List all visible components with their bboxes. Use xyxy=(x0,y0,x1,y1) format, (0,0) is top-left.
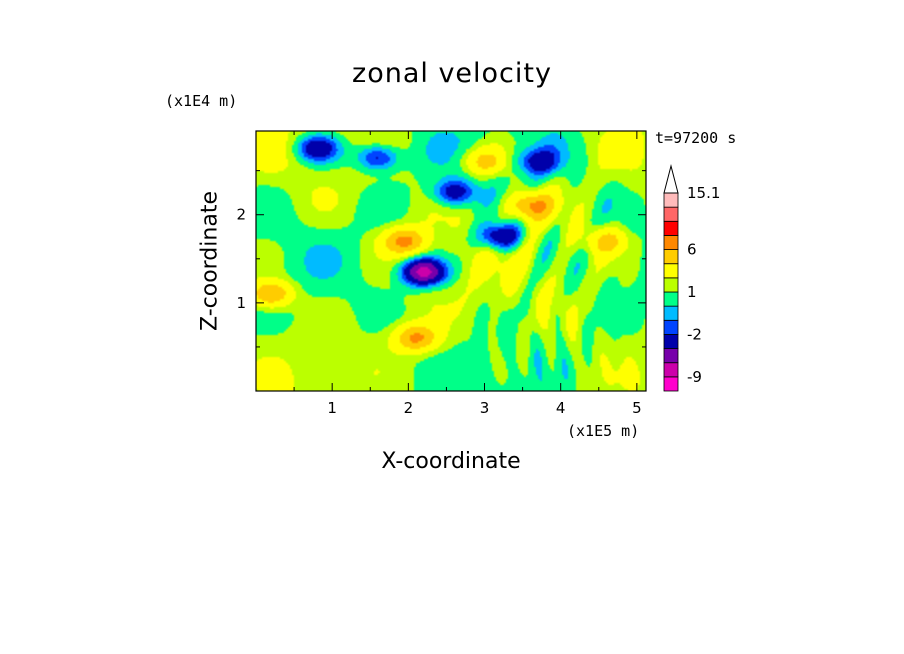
heatmap-field xyxy=(256,131,646,391)
y-tick-label: 1 xyxy=(236,294,246,312)
colorbar-segment xyxy=(663,277,679,293)
colorbar-segment xyxy=(663,362,679,378)
plot-frame xyxy=(255,130,647,392)
colorbar-segment xyxy=(663,263,679,279)
colorbar-segment xyxy=(663,348,679,364)
colorbar-tick-label: -2 xyxy=(687,325,702,343)
colorbar-segment xyxy=(663,376,679,392)
colorbar-segment xyxy=(663,235,679,250)
colorbar-tick-label: 15.1 xyxy=(687,184,720,202)
colorbar-segment xyxy=(663,206,679,222)
colorbar-segment xyxy=(663,291,679,307)
colorbar-tick-label: 1 xyxy=(687,283,697,301)
colorbar-tick-label: -9 xyxy=(687,368,702,386)
x-axis-label: X-coordinate xyxy=(381,449,521,474)
x-tick-label: 1 xyxy=(327,399,337,417)
y-axis-label: Z-coordinate xyxy=(197,191,223,331)
x-tick-label: 3 xyxy=(480,399,490,417)
colorbar-tick-label: 6 xyxy=(687,241,697,259)
colorbar-segment xyxy=(663,220,679,236)
colorbar-segment xyxy=(663,319,679,335)
chart-title: zonal velocity xyxy=(352,58,552,89)
x-tick-label: 2 xyxy=(404,399,414,417)
x-scale-label: (x1E5 m) xyxy=(567,422,640,440)
z-scale-label: (x1E4 m) xyxy=(165,92,238,110)
y-tick-label: 2 xyxy=(236,206,246,224)
x-tick-label: 5 xyxy=(632,399,642,417)
colorbar-segment xyxy=(663,192,679,208)
colorbar-segment xyxy=(663,305,679,321)
x-tick-label: 4 xyxy=(556,399,566,417)
colorbar-segment xyxy=(663,249,679,265)
colorbar-extend-arrow xyxy=(663,164,679,194)
colorbar-segment xyxy=(663,334,679,349)
time-label: t=97200 s xyxy=(655,129,737,147)
